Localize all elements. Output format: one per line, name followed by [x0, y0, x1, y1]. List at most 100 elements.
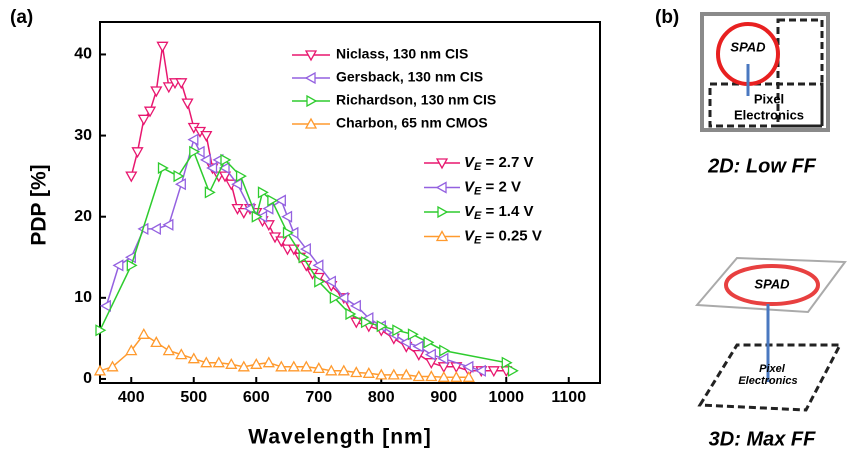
y-tick-label: 40 [74, 46, 92, 63]
data-point [156, 41, 169, 53]
series-line [105, 137, 482, 372]
legend-label: Richardson, 130 nm CIS [336, 92, 496, 108]
data-point [312, 362, 325, 374]
legend-bias-part: = 0.25 V [481, 227, 541, 244]
data-point [200, 356, 213, 368]
data-point [425, 358, 438, 370]
legend-marker [306, 94, 318, 108]
data-point [400, 368, 413, 380]
data-point [175, 78, 188, 90]
data-point [235, 169, 247, 183]
data-point [187, 133, 199, 146]
data-point [501, 356, 513, 369]
data-point [350, 366, 363, 378]
legend-bias-label: VE = 0.25 V [464, 227, 542, 246]
legend-label: Charbon, 65 nm CMOS [336, 115, 488, 131]
data-point [439, 344, 451, 357]
data-point [149, 222, 161, 236]
data-point [298, 251, 310, 264]
caption: 2D: Low FF [707, 155, 817, 177]
caption: 3D: Max FF [709, 428, 816, 450]
data-point [437, 370, 450, 382]
x-tick-label: 500 [180, 389, 207, 406]
data-point [99, 299, 111, 313]
data-point [200, 130, 213, 142]
series-line [99, 150, 514, 372]
electronics-label: Electronics [734, 107, 804, 122]
legend-marker [435, 158, 449, 170]
legend-marker [435, 181, 447, 194]
data-point [125, 344, 138, 356]
x-tick-label: 600 [243, 389, 270, 406]
data-point [314, 275, 326, 288]
data-point [462, 360, 474, 373]
data-point [412, 370, 425, 382]
data-point [162, 82, 175, 94]
data-point [93, 364, 107, 376]
data-point [437, 362, 450, 374]
legend-marker [304, 50, 318, 62]
data-point [337, 364, 350, 376]
data-point [487, 366, 500, 378]
x-axis-title: Wavelength [nm] [248, 426, 431, 449]
spad-ellipse [724, 264, 820, 306]
data-point [387, 368, 400, 380]
legend-marker [304, 117, 318, 129]
legend-marker [437, 205, 449, 219]
data-point [345, 307, 357, 321]
y-tick-label: 30 [74, 127, 92, 144]
legend-bias-part: V [464, 227, 476, 244]
data-point [199, 153, 211, 167]
data-point [204, 186, 216, 199]
data-point [287, 360, 300, 372]
data-point [189, 145, 201, 158]
data-point [131, 147, 144, 159]
data-point [143, 106, 157, 118]
legend-bias-part: = 2.7 V [481, 154, 533, 171]
x-tick-label: 900 [430, 389, 457, 406]
data-point [407, 328, 419, 341]
plot-frame [99, 21, 601, 384]
spad-label: SPAD [730, 39, 766, 54]
data-point [275, 360, 288, 372]
data-point [507, 364, 519, 377]
data-point [212, 356, 225, 368]
data-point [462, 370, 475, 382]
legend-bias-part: = 1.4 V [481, 203, 533, 220]
data-point [329, 291, 341, 304]
data-point [174, 178, 186, 191]
legend-bias-part: V [464, 154, 476, 171]
x-tick-label: 1000 [488, 389, 524, 406]
data-point [137, 114, 150, 126]
data-point [376, 320, 388, 333]
data-point [325, 364, 338, 376]
data-point [300, 360, 313, 372]
electronics-label: Electronics [738, 375, 797, 387]
legend-label: Gersback, 130 nm CIS [336, 69, 483, 85]
legend-marker [435, 230, 449, 242]
data-point [106, 360, 119, 372]
pixel-label: Pixel [754, 91, 784, 106]
data-point [250, 357, 263, 369]
legend-bias-label: VE = 2.7 V [464, 154, 533, 173]
data-point [137, 327, 150, 339]
y-tick-label: 20 [74, 208, 92, 225]
data-point [425, 370, 438, 382]
data-point [175, 348, 188, 360]
data-point [350, 317, 363, 329]
data-point [251, 210, 263, 223]
data-point [412, 340, 424, 353]
x-tick-label: 700 [305, 389, 332, 406]
data-point [157, 161, 169, 175]
legend-label: Niclass, 130 nm CIS [336, 46, 468, 62]
data-point [187, 352, 200, 364]
data-point [312, 259, 324, 272]
legend-bias-part: E [474, 185, 482, 197]
data-point [95, 324, 107, 337]
data-point [412, 349, 425, 361]
legend-bias-part: E [474, 210, 482, 222]
legend-bias-part: E [474, 234, 482, 246]
x-tick-label: 1100 [551, 389, 586, 406]
data-point [450, 370, 463, 382]
